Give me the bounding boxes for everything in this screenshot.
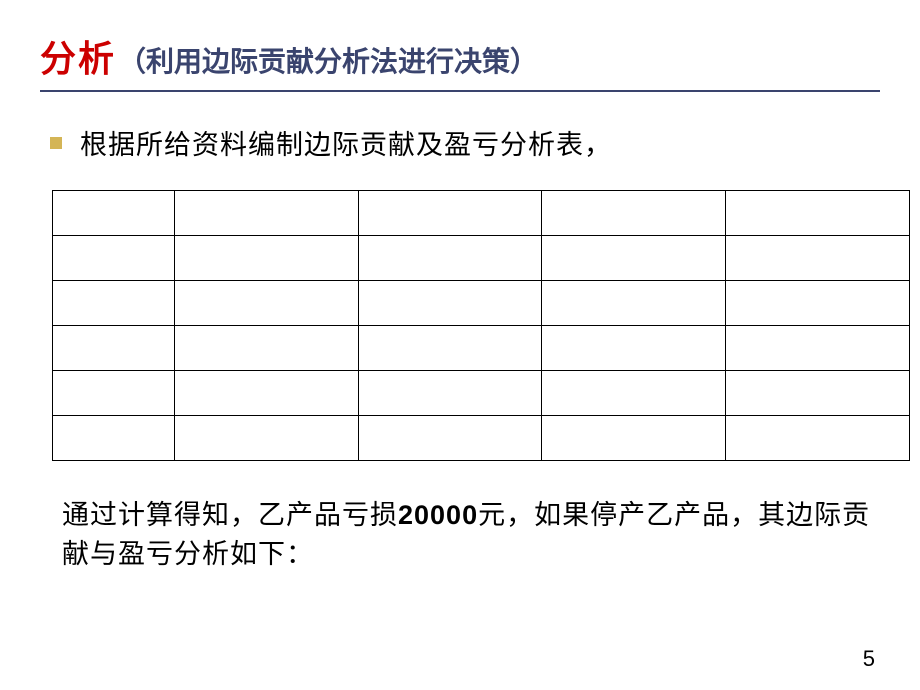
table-row	[53, 370, 910, 415]
table-cell	[542, 415, 726, 460]
table-cell	[53, 235, 175, 280]
table-cell	[542, 370, 726, 415]
table-cell	[358, 280, 542, 325]
table-cell	[53, 370, 175, 415]
bullet-text: 根据所给资料编制边际贡献及盈亏分析表，	[80, 127, 612, 165]
table-cell	[542, 325, 726, 370]
table-cell	[542, 235, 726, 280]
bottom-text-part1: 通过计算得知，乙产品亏损	[62, 500, 398, 530]
table-row	[53, 415, 910, 460]
table-cell	[542, 190, 726, 235]
table-row	[53, 190, 910, 235]
table-cell	[542, 280, 726, 325]
table-cell	[174, 280, 358, 325]
slide-container: 分析 （利用边际贡献分析法进行决策） 根据所给资料编制边际贡献及盈亏分析表，	[0, 0, 920, 690]
table-cell	[726, 235, 910, 280]
table-cell	[358, 235, 542, 280]
table-cell	[53, 415, 175, 460]
table-cell	[726, 370, 910, 415]
bullet-row: 根据所给资料编制边际贡献及盈亏分析表，	[40, 127, 880, 165]
bullet-square-icon	[50, 137, 62, 149]
table-cell	[726, 280, 910, 325]
table-row	[53, 235, 910, 280]
title-underline	[40, 90, 880, 92]
title-sub: （利用边际贡献分析法进行决策）	[118, 40, 538, 80]
table-cell	[358, 325, 542, 370]
table-row	[53, 325, 910, 370]
table-cell	[358, 190, 542, 235]
table-cell	[358, 415, 542, 460]
table-cell	[174, 415, 358, 460]
table-cell	[726, 325, 910, 370]
title-row: 分析 （利用边际贡献分析法进行决策）	[40, 30, 880, 82]
table-row	[53, 280, 910, 325]
table-cell	[726, 415, 910, 460]
bottom-text: 通过计算得知，乙产品亏损20000元，如果停产乙产品，其边际贡献与盈亏分析如下：	[40, 496, 880, 574]
analysis-table	[52, 190, 910, 461]
table-cell	[53, 190, 175, 235]
table-cell	[174, 190, 358, 235]
loss-amount: 20000	[398, 500, 478, 530]
page-number: 5	[863, 646, 875, 672]
table-cell	[358, 370, 542, 415]
table-cell	[174, 370, 358, 415]
table-cell	[726, 190, 910, 235]
table-cell	[53, 280, 175, 325]
table-cell	[174, 235, 358, 280]
title-main: 分析	[40, 30, 116, 82]
table-cell	[53, 325, 175, 370]
table-cell	[174, 325, 358, 370]
